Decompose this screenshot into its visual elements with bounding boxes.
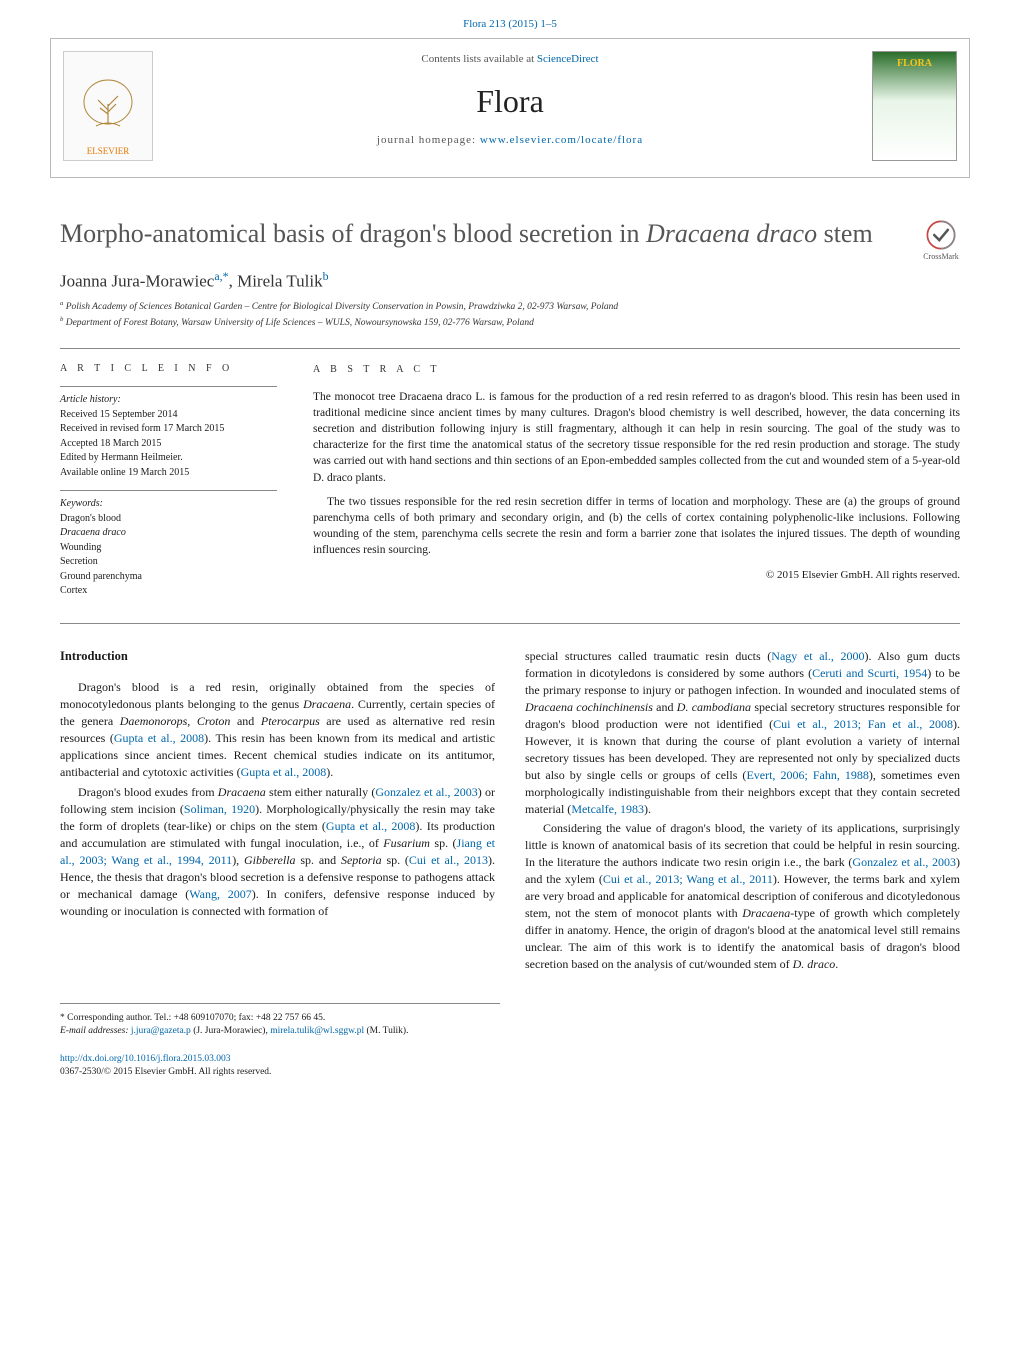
history-edited: Edited by Hermann Heilmeier.: [60, 452, 183, 463]
keywords-label: Keywords:: [60, 498, 103, 509]
article-history-block: Article history: Received 15 September 2…: [60, 386, 277, 480]
article-info-column: a r t i c l e i n f o Article history: R…: [60, 363, 295, 609]
keywords-block: Keywords: Dragon's blood Dracaena draco …: [60, 490, 277, 599]
email-addresses: E-mail addresses: j.jura@gazeta.p (J. Ju…: [60, 1025, 500, 1038]
homepage-link[interactable]: www.elsevier.com/locate/flora: [480, 134, 643, 146]
ref-gupta-2008-a[interactable]: Gupta et al., 2008: [114, 731, 204, 745]
abstract-p1: The monocot tree Dracaena draco L. is fa…: [313, 389, 960, 486]
abstract-copyright: © 2015 Elsevier GmbH. All rights reserve…: [313, 568, 960, 583]
homepage-line: journal homepage: www.elsevier.com/locat…: [250, 134, 770, 146]
title-species: Dracaena draco: [646, 219, 817, 248]
ref-soliman-1920[interactable]: Soliman, 1920: [184, 802, 255, 816]
author-1-corr[interactable]: *: [223, 269, 229, 283]
abstract-label: a b s t r a c t: [313, 363, 960, 377]
corresponding-author-note: * Corresponding author. Tel.: +48 609107…: [60, 1012, 500, 1025]
keyword-3: Wounding: [60, 542, 101, 553]
crossmark-badge[interactable]: CrossMark: [914, 218, 968, 261]
ref-wang-2007[interactable]: Wang, 2007: [189, 887, 251, 901]
citation-link[interactable]: Flora 213 (2015) 1–5: [463, 18, 557, 30]
ref-gupta-2008-c[interactable]: Gupta et al., 2008: [326, 819, 416, 833]
running-head-citation: Flora 213 (2015) 1–5: [0, 0, 1020, 38]
intro-p1: Dragon's blood is a red resin, originall…: [60, 679, 495, 781]
ref-cui-2013-a[interactable]: Cui et al., 2013: [409, 853, 488, 867]
keyword-1: Dragon's blood: [60, 513, 121, 524]
keyword-2: Dracaena draco: [60, 527, 126, 538]
history-label: Article history:: [60, 394, 121, 405]
article-info-label: a r t i c l e i n f o: [60, 363, 277, 374]
elsevier-label: ELSEVIER: [87, 146, 130, 156]
elsevier-tree-icon: [78, 76, 138, 146]
intro-p2-cont: special structures called traumatic resi…: [525, 648, 960, 818]
article-head: CrossMark Morpho-anatomical basis of dra…: [60, 218, 960, 330]
ref-ceruti-1954[interactable]: Ceruti and Scurti, 1954: [812, 666, 927, 680]
email-2-who: (M. Tulik).: [366, 1026, 408, 1036]
body-columns: Introduction Dragon's blood is a red res…: [60, 648, 960, 976]
intro-p3: Considering the value of dragon's blood,…: [525, 820, 960, 973]
journal-banner: ELSEVIER Contents lists available at Sci…: [50, 38, 970, 178]
contents-prefix: Contents lists available at: [421, 53, 536, 65]
body-col-left: Introduction Dragon's blood is a red res…: [60, 648, 495, 976]
ref-cui-fan[interactable]: Cui et al., 2013; Fan et al., 2008: [773, 717, 953, 731]
footnotes: * Corresponding author. Tel.: +48 609107…: [60, 1003, 500, 1039]
keyword-4: Secretion: [60, 556, 98, 567]
affiliation-a: a Polish Academy of Sciences Botanical G…: [60, 299, 960, 314]
affiliations: a Polish Academy of Sciences Botanical G…: [60, 299, 960, 330]
ref-evert-fahn[interactable]: Evert, 2006; Fahn, 1988: [746, 768, 868, 782]
history-accepted: Accepted 18 March 2015: [60, 438, 161, 449]
affiliation-b: b Department of Forest Botany, Warsaw Un…: [60, 315, 960, 330]
history-received: Received 15 September 2014: [60, 409, 177, 420]
homepage-prefix: journal homepage:: [377, 134, 480, 146]
body-col-right: special structures called traumatic resi…: [525, 648, 960, 976]
ref-metcalfe-1983[interactable]: Metcalfe, 1983: [571, 802, 644, 816]
keyword-5: Ground parenchyma: [60, 571, 142, 582]
elsevier-logo[interactable]: ELSEVIER: [63, 51, 153, 161]
cover-title: FLORA: [897, 58, 932, 69]
journal-name: Flora: [250, 83, 770, 120]
authors-line: Joanna Jura-Morawieca,*, Mirela Tulikb: [60, 269, 960, 292]
article-title: Morpho-anatomical basis of dragon's bloo…: [60, 218, 960, 251]
email-1[interactable]: j.jura@gazeta.p: [131, 1026, 191, 1036]
email-1-who: (J. Jura-Morawiec),: [193, 1026, 268, 1036]
crossmark-icon: [924, 218, 958, 252]
ref-nagy-2000[interactable]: Nagy et al., 2000: [771, 649, 864, 663]
author-1: Joanna Jura-Morawiec: [60, 271, 214, 290]
intro-p2: Dragon's blood exudes from Dracaena stem…: [60, 784, 495, 920]
email-label: E-mail addresses:: [60, 1026, 129, 1036]
abstract-p2: The two tissues responsible for the red …: [313, 494, 960, 558]
title-post: stem: [817, 219, 873, 248]
ref-gonzalez-2003-a[interactable]: Gonzalez et al., 2003: [375, 785, 477, 799]
abstract-column: a b s t r a c t The monocot tree Dracaen…: [295, 363, 960, 609]
history-online: Available online 19 March 2015: [60, 467, 189, 478]
keyword-6: Cortex: [60, 585, 87, 596]
author-1-aff[interactable]: a,: [214, 269, 222, 283]
author-2: Mirela Tulik: [237, 271, 323, 290]
ref-cui-wang[interactable]: Cui et al., 2013; Wang et al., 2011: [603, 872, 773, 886]
contents-lists-line: Contents lists available at ScienceDirec…: [250, 53, 770, 65]
title-pre: Morpho-anatomical basis of dragon's bloo…: [60, 219, 646, 248]
ref-gupta-2008-b[interactable]: Gupta et al., 2008: [241, 765, 327, 779]
document-footer: http://dx.doi.org/10.1016/j.flora.2015.0…: [60, 1053, 960, 1080]
journal-cover-thumb[interactable]: FLORA: [872, 51, 957, 161]
email-2[interactable]: mirela.tulik@wl.sggw.pl: [270, 1026, 364, 1036]
section-divider: [60, 623, 960, 624]
history-revised: Received in revised form 17 March 2015: [60, 423, 224, 434]
ref-gonzalez-2003-b[interactable]: Gonzalez et al., 2003: [852, 855, 956, 869]
info-abstract-row: a r t i c l e i n f o Article history: R…: [60, 348, 960, 609]
introduction-heading: Introduction: [60, 648, 495, 666]
issn-copyright: 0367-2530/© 2015 Elsevier GmbH. All righ…: [60, 1067, 271, 1077]
author-2-aff[interactable]: b: [323, 269, 329, 283]
crossmark-label: CrossMark: [923, 252, 959, 261]
doi-link[interactable]: http://dx.doi.org/10.1016/j.flora.2015.0…: [60, 1054, 231, 1064]
banner-center: Contents lists available at ScienceDirec…: [250, 53, 770, 146]
sciencedirect-link[interactable]: ScienceDirect: [537, 53, 599, 65]
